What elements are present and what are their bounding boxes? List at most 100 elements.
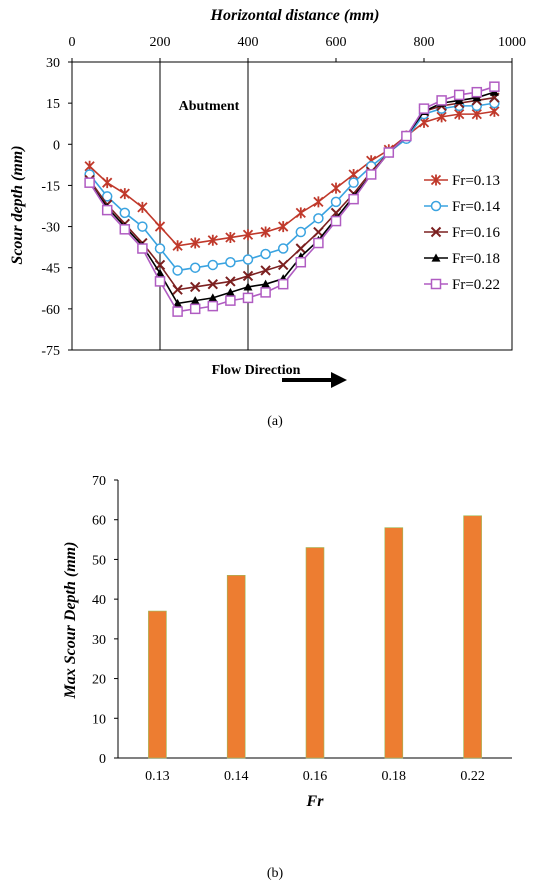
data-point [119,207,131,219]
data-point [137,243,148,254]
data-point [119,224,131,235]
data-point [189,303,201,315]
data-point [225,295,236,306]
scour-profile-chart: Horizontal distance (mm) 0 200 400 600 800 10… [9,7,526,388]
data-point [155,268,165,277]
x-tick-label: 600 [326,35,347,50]
data-point [154,243,166,254]
data-point [418,103,430,114]
data-point [225,256,236,268]
bar-0.13 [148,610,167,759]
y-tick-label: 0 [53,138,60,153]
data-point [101,191,113,202]
bar-0.18 [384,527,404,759]
x-tick-label: 0.13 [145,769,170,784]
data-point [84,177,95,188]
abutment-label: Abutment [179,99,240,114]
x-tick-label: 0.18 [382,769,407,784]
data-point [330,182,342,194]
bars-group [148,515,482,759]
data-point [242,254,254,265]
x-tick-label: 0.14 [224,769,249,784]
x-axis-title: Fr [306,793,325,810]
max-scour-bar-chart: Max Scour Depth (mm) 0 10 20 30 40 50 60 70 0.1… [62,474,512,810]
data-point [277,278,289,290]
y-tick-label: 30 [46,56,60,71]
legend-label: Fr=0.22 [452,277,500,293]
data-point [173,298,183,307]
flow-direction-arrow [282,372,347,388]
y-tick-label: 10 [92,712,106,727]
x-tick-label: 1000 [498,35,526,50]
data-point [172,265,183,276]
data-point [190,237,201,249]
y-tick-label: -45 [41,262,60,277]
legend-label: Fr=0.16 [452,225,501,241]
x-tick-label: 200 [150,35,171,50]
data-point [489,81,500,92]
series-group [84,81,500,317]
data-point [277,259,289,271]
flow-direction-label: Flow Direction [212,363,301,378]
y-tick-labels: 30 15 0 -15 -30 -45 -60 -75 [41,56,72,359]
legend-label: Fr=0.18 [452,251,500,267]
y-tick-label: 70 [92,474,106,489]
x-tick-label: 0.16 [303,769,328,784]
data-point [401,130,412,142]
series-line [88,85,495,313]
data-point [207,278,219,290]
data-point [189,281,201,293]
data-point [260,226,271,238]
data-point [207,259,219,271]
data-point [453,89,465,101]
y-tick-label: 60 [92,514,106,529]
data-point [295,207,306,219]
data-point [313,226,324,238]
bar-0.14 [226,575,246,759]
y-axis-title: Max Scour Depth (mm) [62,542,79,700]
data-point [471,86,483,98]
data-point [207,234,218,246]
data-point [101,204,113,216]
data-point [242,270,254,282]
data-point [430,174,442,186]
y-tick-label: -75 [41,344,60,359]
data-point [277,243,289,254]
data-point [172,306,183,317]
data-point [260,248,271,260]
data-point [154,221,166,233]
y-tick-label: 30 [92,633,106,648]
y-axis-title: Scour depth (mm) [9,145,26,264]
data-point [242,229,254,241]
bar-0.22 [463,515,482,759]
data-point [313,213,324,224]
y-tick-label: -15 [41,179,60,194]
data-point [383,147,395,158]
data-point [313,237,324,249]
bar-0.16 [305,547,325,759]
y-tick-labels: 0 10 20 30 40 50 60 70 [92,474,118,767]
data-point [330,196,342,208]
y-tick-label: -60 [41,303,60,318]
series-fr-0-22 [84,81,500,317]
data-point [172,284,183,295]
legend-item: Fr=0.18 [424,251,500,267]
legend: Fr=0.13 Fr=0.14 Fr=0.16 Fr=0.18 Fr=0.22 [424,173,501,293]
y-tick-label: 50 [92,553,106,568]
y-tick-label: 40 [92,593,106,608]
y-tick-label: 20 [92,673,106,688]
data-point [261,279,271,288]
x-tick-label: 400 [238,35,259,50]
data-point [137,201,148,213]
data-point [154,276,166,287]
data-point [225,287,235,296]
data-point [431,253,441,262]
data-point [330,215,342,227]
legend-item: Fr=0.22 [424,277,500,293]
legend-item: Fr=0.16 [424,225,501,241]
data-point [348,193,359,205]
caption-b: (b) [266,866,284,881]
y-tick-label: -30 [41,221,60,236]
x-tick-label: 0 [69,35,76,50]
x-axis-title: Horizontal distance (mm) [210,7,380,24]
